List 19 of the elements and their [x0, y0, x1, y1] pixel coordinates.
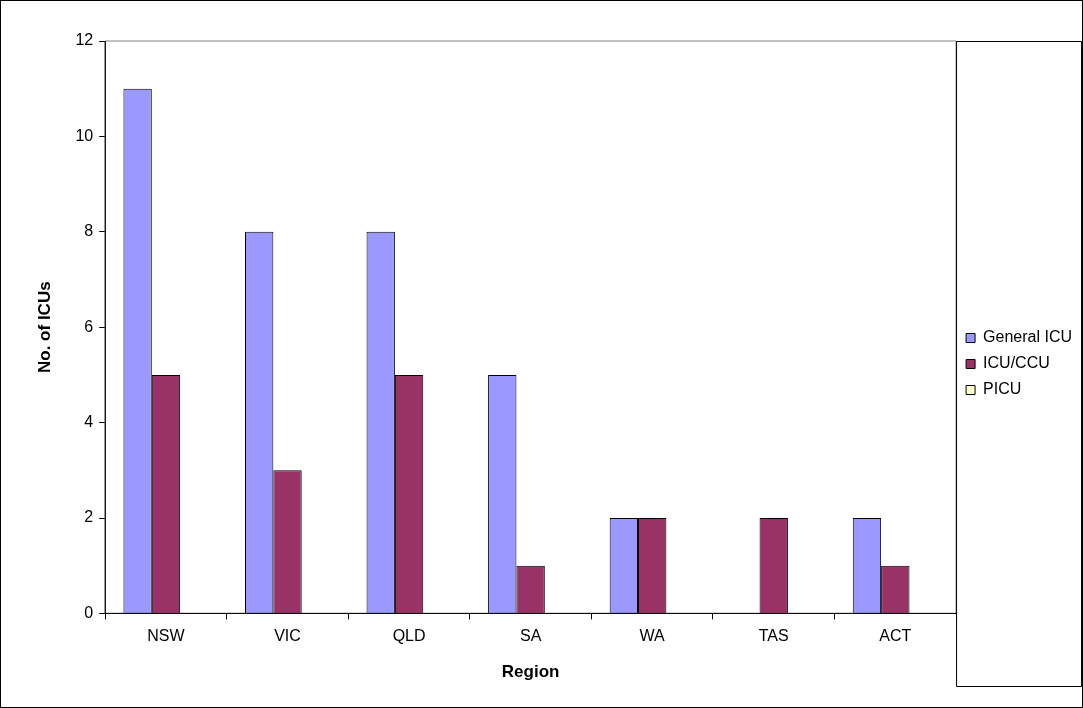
- y-tick-label: 4: [84, 413, 94, 431]
- x-tick-label: SA: [519, 627, 542, 645]
- y-tick-label: 12: [75, 31, 94, 49]
- y-tick-label: 10: [75, 126, 94, 144]
- y-axis-title: No. of ICUs: [34, 281, 54, 373]
- legend-label: General ICU: [983, 328, 1072, 346]
- y-tick-label: 0: [84, 603, 94, 621]
- x-tick-label: NSW: [147, 627, 186, 645]
- y-tick-label: 2: [84, 508, 94, 526]
- x-tick-label: ACT: [879, 627, 912, 645]
- y-tick-label: 8: [84, 222, 94, 240]
- x-tick-label: VIC: [274, 627, 301, 645]
- x-axis-title: Region: [501, 662, 560, 682]
- legend-label: ICU/CCU: [983, 354, 1050, 372]
- x-tick-label: WA: [639, 627, 666, 645]
- x-tick-label: QLD: [392, 627, 426, 645]
- x-tick-label: TAS: [758, 627, 789, 645]
- legend-label: PICU: [983, 380, 1022, 398]
- y-tick-label: 6: [84, 317, 94, 335]
